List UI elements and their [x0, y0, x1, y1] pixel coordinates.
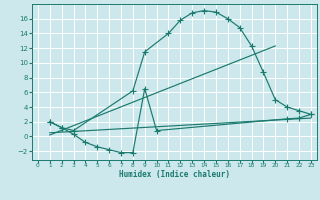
- X-axis label: Humidex (Indice chaleur): Humidex (Indice chaleur): [119, 170, 230, 179]
